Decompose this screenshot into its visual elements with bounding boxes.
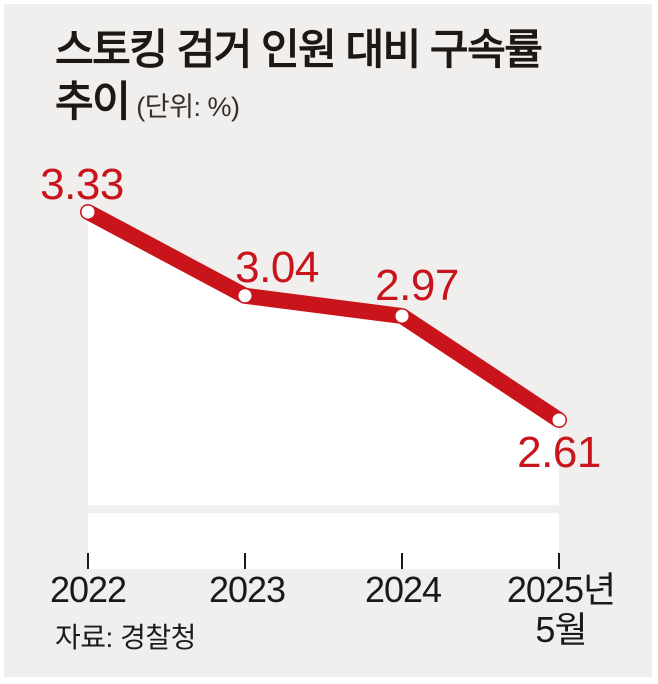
chart-card: 스토킹 검거 인원 대비 구속률 추이 (단위: %) 3.33 3.04 2.9… — [4, 4, 652, 677]
source-credit: 자료: 경찰청 — [55, 622, 196, 653]
data-point-markers — [81, 205, 566, 427]
chart-title: 스토킹 검거 인원 대비 구속률 추이 (단위: %) — [55, 24, 543, 133]
axis-ticks — [87, 553, 560, 569]
x-axis-label-2022: 2022 — [49, 569, 127, 610]
x-axis-label-2024: 2024 — [364, 569, 442, 610]
trend-line — [80, 204, 567, 428]
area-fill — [88, 212, 559, 569]
unit-label: (단위: %) — [136, 92, 240, 122]
x-axis-label-2023: 2023 — [208, 569, 286, 610]
line-chart — [80, 204, 567, 569]
chart-title-line1: 스토킹 검거 인원 대비 구속률 — [55, 26, 543, 73]
data-label-2025: 2.61 — [517, 428, 601, 477]
x-axis-label-2023-line1: 2023 — [208, 569, 286, 610]
chart-title-line2: 추이 (단위: %) — [55, 76, 541, 133]
x-axis-label-2024-line1: 2024 — [364, 569, 442, 610]
chart-title-line2-text: 추이 — [55, 78, 131, 125]
x-axis-label-2022-line1: 2022 — [49, 569, 127, 610]
x-axis-label-2025-line1: 2025년 — [506, 569, 616, 610]
x-axis-label-2025-line2: 5월 — [535, 609, 587, 650]
gridline — [88, 505, 559, 514]
x-axis-label-2025: 2025년 5월 — [506, 569, 616, 650]
data-label-2024: 2.97 — [375, 261, 459, 310]
data-label-2023: 3.04 — [235, 243, 319, 292]
data-label-2022: 3.33 — [40, 160, 124, 209]
